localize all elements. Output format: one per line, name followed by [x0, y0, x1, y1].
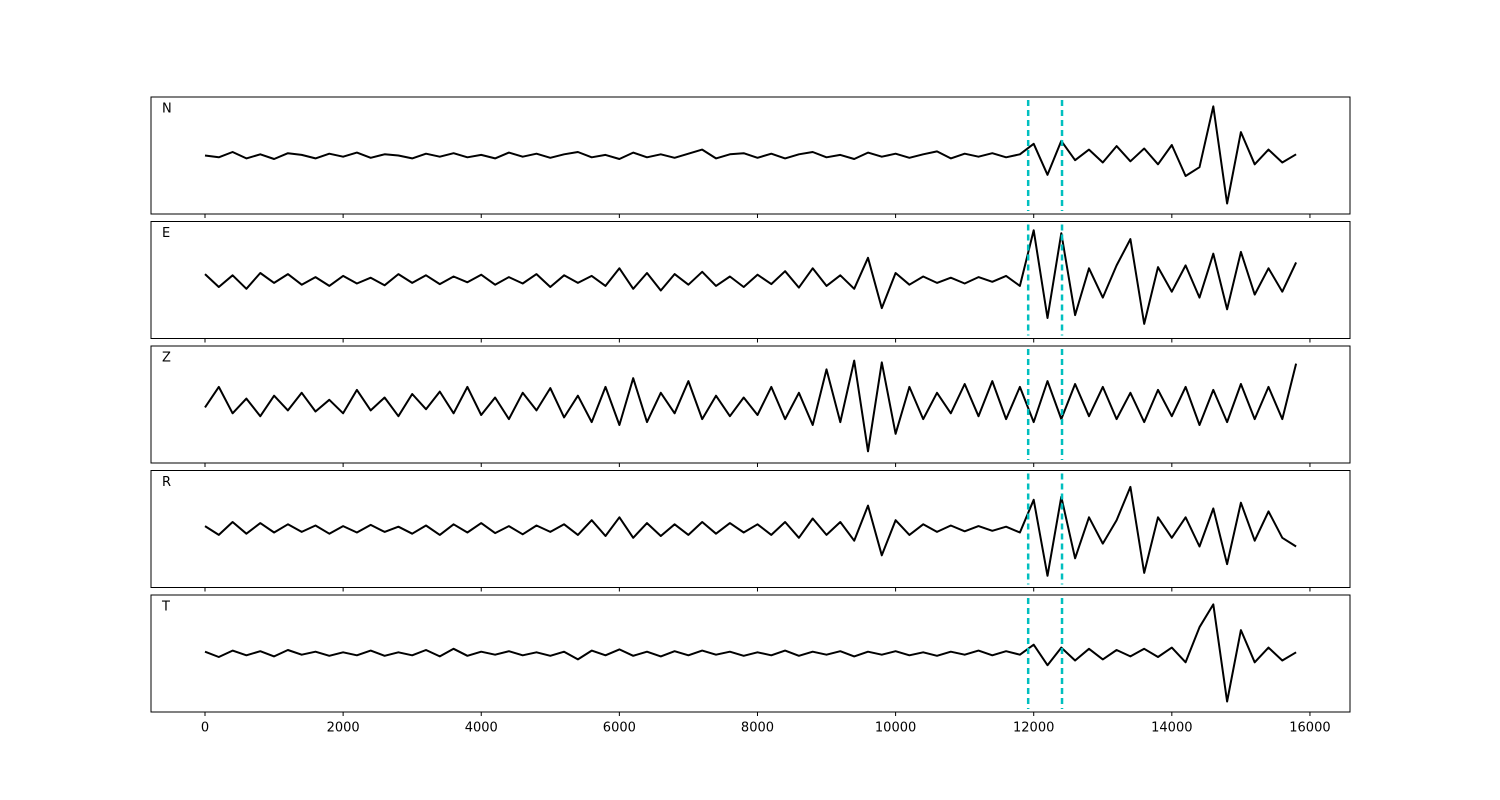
- panel-frame: [150, 96, 1351, 215]
- x-tick-label: 6000: [603, 721, 636, 736]
- panel-label: R: [162, 475, 171, 490]
- x-tick-label: 8000: [741, 721, 774, 736]
- x-tick-label: 4000: [465, 721, 498, 736]
- panel-frame: [150, 345, 1351, 464]
- x-tick-label: 2000: [327, 721, 360, 736]
- panel-label: Z: [162, 351, 171, 366]
- panel-frame: [150, 594, 1351, 713]
- panel-frame: [150, 221, 1351, 339]
- trace: [204, 229, 1298, 325]
- panel-label: N: [162, 102, 172, 117]
- panel-label: T: [161, 600, 170, 615]
- trace: [204, 485, 1297, 577]
- x-tick-label: 12000: [1013, 721, 1054, 736]
- trace: [204, 105, 1297, 205]
- panel-label: E: [162, 226, 170, 241]
- panel-frame: [150, 470, 1351, 588]
- trace: [204, 603, 1297, 703]
- x-tick-label: 10000: [875, 721, 916, 736]
- x-tick-label: 16000: [1289, 721, 1330, 736]
- x-tick-label: 0: [201, 721, 209, 736]
- trace: [204, 359, 1298, 453]
- x-tick-label: 14000: [1151, 721, 1192, 736]
